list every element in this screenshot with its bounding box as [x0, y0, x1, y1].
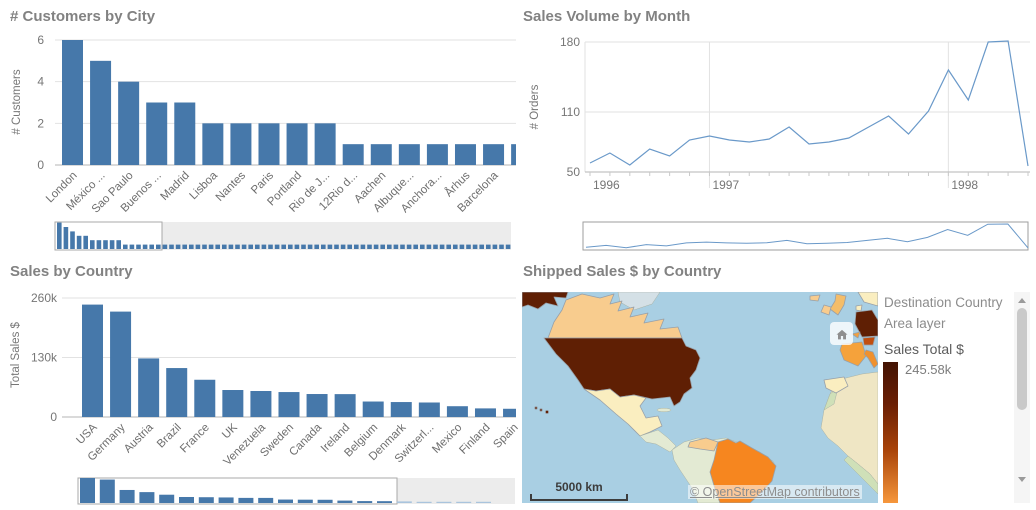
map-scale-bar: 5000 km [530, 480, 628, 501]
legend-layer-subtitle: Area layer [884, 316, 946, 331]
customers-bars[interactable] [62, 40, 516, 166]
svg-text:UK: UK [220, 421, 240, 441]
sales-volume-minimap-scrollbar[interactable] [582, 221, 1029, 251]
customers-chart-title: # Customers by City [10, 8, 156, 25]
map-region-cuba [656, 407, 672, 413]
map-region-hawaii[interactable] [534, 406, 538, 410]
legend-max-value: 245.58k [905, 362, 952, 377]
legend-color-gradient [883, 362, 898, 503]
svg-text:Madrid: Madrid [159, 170, 192, 203]
sales-country-y-axis-title: Total Sales $ [10, 322, 22, 388]
customers-y-axis-title: # Customers [11, 69, 23, 135]
sales-volume-gridlines [584, 41, 1030, 188]
map-attribution-link[interactable]: © OpenStreetMap contributors [688, 485, 862, 499]
map-region-austria[interactable] [862, 336, 876, 346]
map-region-greenland [617, 292, 661, 311]
svg-text:Spain: Spain [491, 422, 518, 451]
customers-minimap-scrollbar[interactable] [54, 221, 511, 251]
sales-country-minimap-scrollbar[interactable] [77, 477, 515, 505]
sales-volume-y-ticks: 180 110 50 [560, 35, 580, 179]
map-region-ireland[interactable] [820, 304, 832, 316]
svg-text:France: France [178, 422, 212, 456]
svg-text:130k: 130k [31, 351, 58, 365]
panel-sales-volume-by-month: Sales Volume by Month # Orders 180 110 50 … [518, 0, 1036, 255]
svg-text:USA: USA [74, 421, 99, 446]
svg-text:4: 4 [37, 75, 44, 89]
scale-bar-line [530, 494, 628, 501]
map-region-uk[interactable] [829, 293, 847, 316]
sales-volume-y-axis-title: # Orders [529, 84, 541, 130]
svg-text:2: 2 [37, 116, 44, 130]
svg-text:Nantes: Nantes [214, 169, 248, 203]
map-region-mexico[interactable] [583, 388, 663, 437]
map-region-spain[interactable] [823, 376, 849, 394]
svg-text:1996: 1996 [593, 178, 620, 192]
map-region-germany[interactable] [854, 309, 878, 338]
map-region-usa[interactable] [543, 337, 701, 407]
sales-volume-line-chart[interactable]: 180 110 50 1996 1997 1998 [518, 0, 1036, 255]
map-region-france[interactable] [839, 341, 867, 367]
sales-country-chart-title: Sales by Country [10, 263, 133, 280]
map-region-hawaii[interactable] [544, 410, 549, 415]
svg-text:6: 6 [37, 33, 44, 47]
map-region-central-america [639, 429, 677, 453]
home-icon [836, 329, 847, 340]
svg-text:1997: 1997 [712, 178, 739, 192]
map-region-venezuela[interactable] [687, 437, 719, 452]
sales-volume-line[interactable] [589, 40, 1029, 167]
legend-layer-title: Destination Country [884, 295, 1003, 310]
map-region-italy[interactable] [863, 349, 878, 369]
svg-text:110: 110 [561, 105, 580, 119]
sales-volume-chart-title: Sales Volume by Month [523, 8, 691, 25]
svg-text:0: 0 [37, 158, 44, 172]
customers-y-ticks: 6 4 2 0 [37, 33, 44, 172]
map-region-iceland[interactable] [809, 294, 821, 302]
scale-bar-label: 5000 km [555, 480, 603, 494]
world-map[interactable] [522, 292, 878, 503]
scrollbar-thumb[interactable] [1017, 308, 1027, 410]
map-legend-panel: Destination Country Area layer Sales Tot… [878, 292, 1014, 503]
panel-sales-by-country: Sales by Country Total Sales $ 260k 130k 0… [0, 255, 518, 510]
sales-country-y-ticks: 260k 130k 0 [31, 291, 58, 424]
sales-country-bars[interactable] [82, 304, 516, 417]
sales-volume-x-axis: 1996 1997 1998 [589, 172, 1029, 192]
map-region-scandinavia[interactable] [857, 292, 878, 307]
map-region-africa-coast [843, 455, 878, 495]
map-home-button[interactable] [830, 322, 853, 345]
svg-text:Finland: Finland [457, 422, 492, 457]
svg-text:180: 180 [560, 35, 580, 49]
svg-text:260k: 260k [31, 291, 58, 305]
panel-shipped-sales-map: Shipped Sales $ by Country [518, 255, 1036, 510]
panel-customers-by-city: # Customers by City # Customers 6 4 2 0 Lon… [0, 0, 518, 255]
map-chart-title: Shipped Sales $ by Country [523, 263, 722, 280]
svg-text:50: 50 [567, 165, 581, 179]
scrollbar-down-arrow-icon[interactable] [1018, 477, 1026, 482]
map-region-hawaii[interactable] [539, 408, 543, 412]
map-region-belgium[interactable] [851, 331, 861, 339]
svg-text:Austria: Austria [122, 421, 156, 455]
map-region-denmark[interactable] [855, 304, 863, 312]
legend-measure-label: Sales Total $ [884, 341, 964, 357]
map-viewport[interactable]: 5000 km © OpenStreetMap contributors Des… [522, 292, 1030, 503]
map-region-alaska[interactable] [522, 292, 569, 310]
svg-text:0: 0 [50, 410, 57, 424]
scrollbar-up-arrow-icon[interactable] [1018, 298, 1026, 303]
svg-text:1998: 1998 [951, 178, 978, 192]
legend-scrollbar[interactable] [1014, 292, 1030, 503]
